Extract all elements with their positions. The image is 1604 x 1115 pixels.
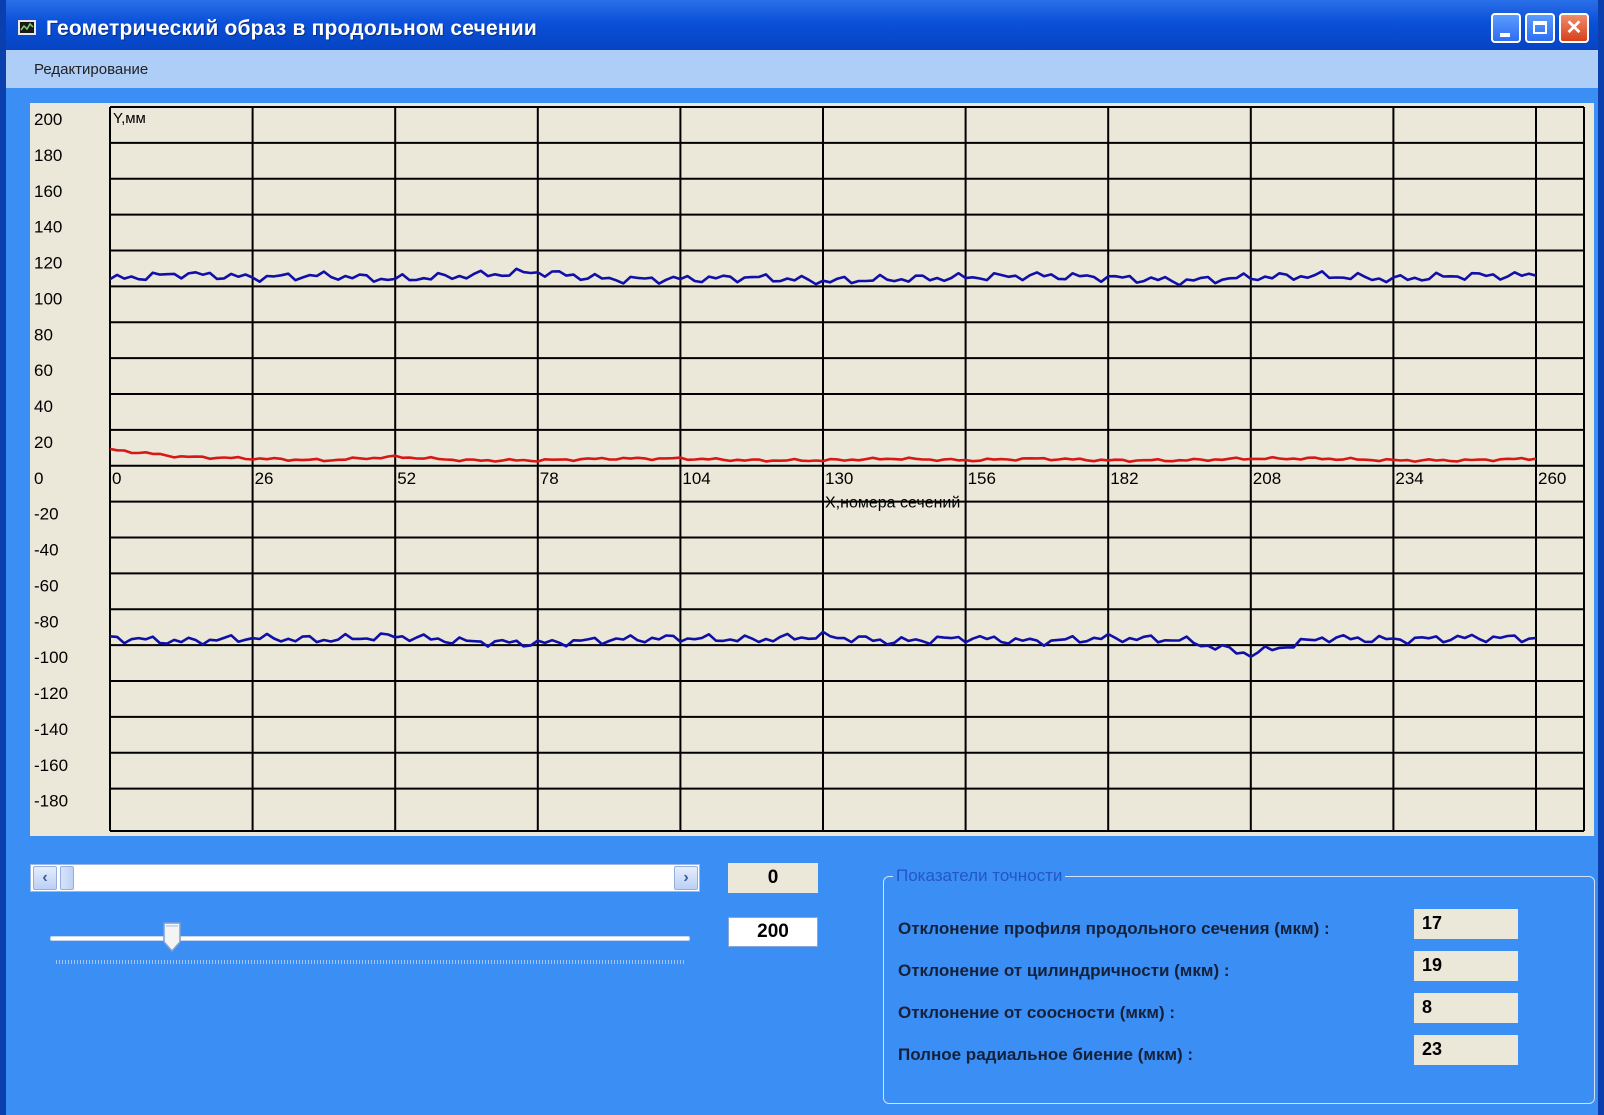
close-icon: ✕ [1565, 17, 1583, 39]
y-tick-label: -20 [34, 505, 59, 524]
y-tick-label: 180 [34, 146, 62, 165]
scroll-position-value: 0 [728, 863, 818, 893]
x-tick-label: 104 [682, 469, 710, 488]
y-tick-label: -80 [34, 612, 59, 631]
y-tick-label: 40 [34, 397, 53, 416]
section-scrollbar[interactable]: ‹ › [30, 864, 700, 892]
x-tick-label: 234 [1395, 469, 1423, 488]
scroll-right-icon[interactable]: › [674, 866, 698, 890]
y-tick-label: 160 [34, 182, 62, 201]
maximize-button[interactable] [1525, 13, 1555, 43]
x-tick-label: 52 [397, 469, 416, 488]
x-tick-label: 182 [1110, 469, 1138, 488]
minimize-button[interactable] [1491, 13, 1521, 43]
y-tick-label: -180 [34, 792, 68, 811]
window-title: Геометрический образ в продольном сечени… [46, 17, 538, 40]
scroll-left-icon[interactable]: ‹ [33, 866, 57, 890]
radial-runout-value: 23 [1414, 1035, 1518, 1065]
y-tick-label: 80 [34, 325, 53, 344]
coaxiality-deviation-value: 8 [1414, 993, 1518, 1023]
y-tick-label: -120 [34, 684, 68, 703]
range-slider-thumb[interactable] [162, 922, 181, 953]
radial-runout-label: Полное радиальное биение (мкм) : [898, 1045, 1194, 1064]
y-tick-label: 200 [34, 110, 62, 129]
x-tick-label: 208 [1253, 469, 1281, 488]
range-slider-ticks [56, 960, 686, 964]
x-axis-label: X,номера сечений [825, 495, 960, 512]
chart-svg: 200180160140120100806040200-20-40-60-80-… [34, 106, 1585, 832]
series-line-1 [109, 447, 1537, 464]
maximize-icon [1533, 21, 1547, 34]
y-tick-label: -40 [34, 541, 59, 560]
series-line-0 [109, 267, 1537, 287]
y-tick-label: 140 [34, 218, 62, 237]
y-tick-label: 120 [34, 254, 62, 273]
minimize-icon [1500, 33, 1510, 37]
y-tick-label: -140 [34, 720, 68, 739]
profile-deviation-value: 17 [1414, 909, 1518, 939]
range-slider-track[interactable] [50, 936, 690, 941]
profile-chart: 200 180 160 140 120 100 80 60 40 20 0 -20 -40 -60 -80-… [30, 103, 1594, 836]
y-axis-label: Y,мм [113, 110, 146, 127]
x-tick-label: 156 [968, 469, 996, 488]
coaxiality-deviation-label: Отклонение от соосности (мкм) : [898, 1003, 1176, 1022]
x-tick-label: 26 [255, 469, 274, 488]
y-tick-label: -100 [34, 648, 68, 667]
menu-edit[interactable]: Редактирование [34, 61, 149, 78]
accuracy-group-title: Показатели точности [893, 866, 1066, 886]
y-tick-label: 100 [34, 289, 62, 308]
x-tick-label: 260 [1538, 469, 1566, 488]
cylindricity-deviation-label: Отклонение от цилиндричности (мкм) : [898, 961, 1230, 980]
title-bar[interactable]: Геометрический образ в продольном сечени… [6, 0, 1598, 50]
scroll-thumb[interactable] [60, 866, 74, 890]
y-tick-label: -60 [34, 576, 59, 595]
accuracy-group [883, 876, 1595, 1104]
y-tick-label: 60 [34, 361, 53, 380]
x-tick-label: 0 [112, 469, 121, 488]
x-tick-label: 78 [540, 469, 559, 488]
y-tick-label: 20 [34, 433, 53, 452]
y-tick-label: 0 [34, 469, 43, 488]
series-line-2 [109, 630, 1537, 659]
chart-window-icon [18, 20, 36, 35]
y-tick-label: -160 [34, 756, 68, 775]
menu-bar: Редактирование [6, 50, 1598, 88]
close-button[interactable]: ✕ [1559, 13, 1589, 43]
profile-deviation-label: Отклонение профиля продольного сечения (… [898, 919, 1330, 938]
range-value-input[interactable]: 200 [728, 917, 818, 947]
x-tick-label: 130 [825, 469, 853, 488]
cylindricity-deviation-value: 19 [1414, 951, 1518, 981]
